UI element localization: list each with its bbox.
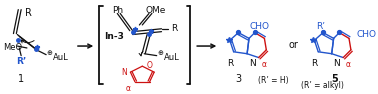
- Text: N: N: [249, 60, 256, 68]
- Text: R: R: [311, 59, 318, 68]
- Text: Ph: Ph: [112, 6, 123, 15]
- Text: MeO: MeO: [3, 43, 22, 52]
- Text: α: α: [125, 84, 130, 93]
- Text: N: N: [334, 60, 340, 68]
- Text: R: R: [25, 8, 32, 18]
- Text: CHO: CHO: [249, 22, 270, 31]
- Text: N: N: [121, 68, 127, 77]
- Text: R’: R’: [16, 57, 26, 66]
- Text: 5: 5: [331, 74, 338, 84]
- Text: ⊕: ⊕: [46, 50, 52, 56]
- Text: AuL: AuL: [53, 53, 69, 62]
- Text: OMe: OMe: [146, 6, 166, 15]
- Text: CHO: CHO: [357, 30, 377, 39]
- Text: (R’ = alkyl): (R’ = alkyl): [301, 81, 344, 90]
- Text: ⊕: ⊕: [158, 50, 164, 56]
- Text: α: α: [346, 60, 351, 69]
- Text: AuL: AuL: [163, 53, 179, 62]
- Text: R: R: [227, 59, 233, 68]
- Text: O: O: [146, 61, 152, 70]
- Text: 1: 1: [18, 74, 24, 84]
- Text: α: α: [262, 60, 266, 69]
- Text: 3: 3: [235, 74, 242, 84]
- Text: or: or: [288, 40, 298, 50]
- Text: R’: R’: [316, 22, 325, 31]
- Text: (R’ = H): (R’ = H): [258, 76, 288, 85]
- Text: In-3: In-3: [104, 32, 124, 41]
- Text: R: R: [171, 24, 177, 33]
